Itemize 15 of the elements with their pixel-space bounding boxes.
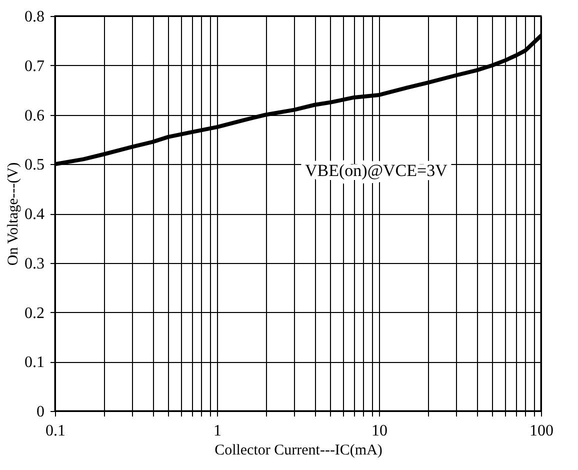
y-tick-label: 0.3 — [24, 255, 44, 272]
y-tick-label: 0.4 — [24, 206, 44, 223]
y-tick-label: 0.5 — [24, 156, 44, 174]
y-tick-label: 0.6 — [24, 107, 44, 124]
x-axis-title: Collector Current---IC(mA) — [214, 442, 382, 458]
y-tick-label: 0.7 — [24, 58, 44, 75]
x-tick-label: 0.1 — [46, 422, 66, 440]
x-tick-label: 1 — [214, 422, 222, 440]
y-tick-label: 0 — [36, 404, 44, 420]
y-tick-label: 0.8 — [24, 8, 44, 26]
y-axis-title: On Voltage---(V) — [6, 162, 22, 266]
x-tick-label: 10 — [372, 422, 388, 440]
y-tick-label: 0.2 — [24, 304, 44, 322]
x-tick-label: 100 — [530, 422, 554, 440]
y-tick-label: 0.1 — [24, 354, 44, 372]
